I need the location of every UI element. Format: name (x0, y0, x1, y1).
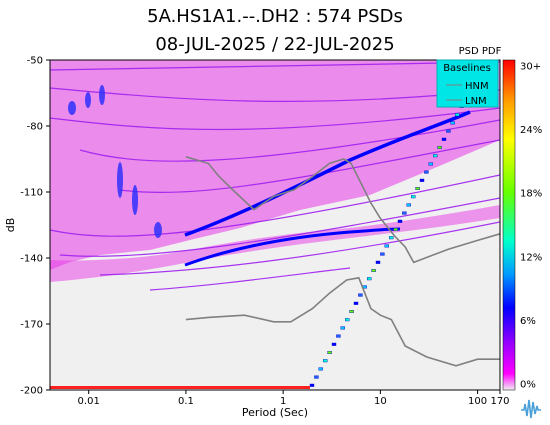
baselines-legend: Baselines HNM LNM (436, 59, 499, 108)
colorbar-label: 0% (520, 380, 536, 391)
baseline-hnm-line (185, 156, 501, 264)
pdf-main-blue-ridge (184, 110, 471, 237)
density-dot (323, 359, 328, 363)
chart-subtitle: 08-JUL-2025 / 22-JUL-2025 (155, 34, 395, 55)
legend-title: Baselines (443, 63, 491, 74)
density-dot (340, 326, 345, 330)
y-axis-label: dB (4, 218, 17, 233)
x-tick-label: 0.01 (78, 396, 100, 407)
density-dot (371, 269, 376, 273)
density-dot (424, 170, 429, 174)
density-dot (437, 145, 442, 149)
colorbar-title: PSD PDF (459, 46, 502, 57)
density-dot (450, 121, 455, 125)
density-dot (349, 310, 354, 314)
x-tick-label: 100 (468, 396, 487, 407)
legend-box (436, 59, 499, 108)
density-dot (411, 195, 416, 199)
y-tick-label: -80 (27, 122, 43, 133)
density-dot (318, 367, 323, 371)
x-axis-label: Period (Sec) (242, 406, 308, 419)
density-dot (331, 342, 337, 346)
colorbar (502, 59, 516, 391)
waveform-logo-icon (521, 399, 541, 419)
colorbar-label: 12% (520, 252, 542, 263)
plot-frame (49, 59, 501, 391)
y-tick-label: -50 (27, 56, 43, 67)
density-dot (314, 375, 319, 379)
density-dot (397, 219, 403, 223)
colorbar-labels: 30+ 24% 18% 12% 6% 0% (520, 62, 542, 391)
x-axis: 0.01 0.1 1 10 100 170 (78, 390, 510, 407)
baseline-curves (185, 156, 501, 367)
pdf-floor-band (50, 386, 310, 389)
density-dot (384, 244, 389, 248)
density-dot (406, 203, 411, 207)
density-dot (415, 186, 420, 190)
density-dot (327, 351, 332, 355)
legend-lnm-label: LNM (465, 96, 487, 107)
y-tick-label: -200 (20, 386, 43, 397)
density-dot (389, 236, 394, 240)
x-tick-label: 1 (280, 396, 286, 407)
legend-hnm-label: HNM (465, 81, 489, 92)
colorbar-label: 18% (520, 189, 542, 200)
density-dot (433, 154, 438, 158)
density-dot (393, 227, 398, 231)
y-tick-label: -140 (20, 254, 43, 265)
density-dot (345, 318, 350, 322)
x-tick-label: 10 (374, 396, 387, 407)
pdf-magenta-lower-band (50, 205, 500, 282)
pdf-lower-blue-ridge (184, 227, 401, 267)
colorbar-label: 24% (520, 125, 542, 136)
density-dot (441, 137, 447, 141)
density-dot (367, 277, 372, 281)
y-tick-label: -110 (20, 188, 43, 199)
chart-title: 5A.HS1A1.--.DH2 : 574 PSDs (147, 6, 403, 27)
pdf-density-layer (50, 60, 500, 389)
density-dot (309, 383, 315, 387)
y-axis: -50 -80 -110 -140 -170 -200 (20, 56, 50, 397)
density-dot (419, 178, 425, 182)
density-dot (402, 211, 407, 215)
pdf-magenta-region (50, 60, 500, 270)
density-dot (428, 162, 433, 166)
pdf-blue-clusters (68, 85, 162, 238)
density-dot (446, 129, 451, 133)
density-dot (455, 113, 460, 117)
colorbar-label: 30+ (520, 62, 541, 73)
density-dot (358, 293, 363, 297)
density-dot (375, 260, 381, 264)
x-tick-label: 0.1 (178, 396, 194, 407)
density-dot (336, 334, 341, 338)
colorbar-label: 6% (520, 316, 536, 327)
y-tick-label: -170 (20, 320, 43, 331)
density-dot (380, 252, 385, 256)
baseline-lnm-line (185, 276, 500, 367)
density-dot (353, 301, 359, 305)
x-tick-label: 170 (490, 396, 509, 407)
